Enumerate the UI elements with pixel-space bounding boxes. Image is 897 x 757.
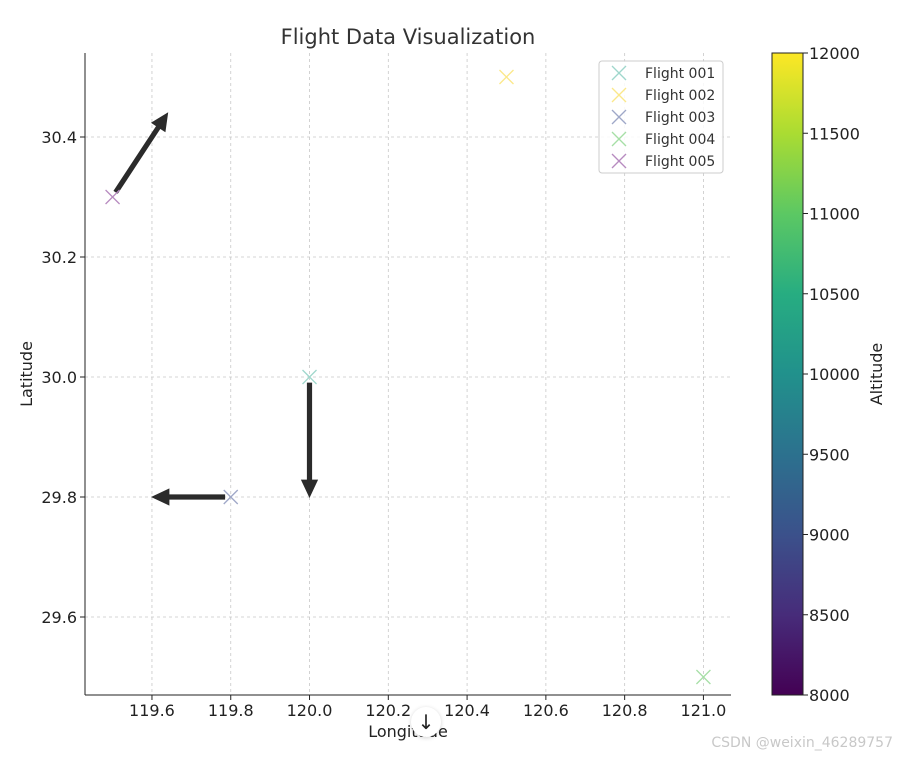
data-point-stroke bbox=[499, 69, 514, 85]
legend-marker bbox=[611, 109, 627, 125]
colorbar-tick-label: 11000 bbox=[809, 205, 860, 224]
legend-label: Flight 004 bbox=[645, 132, 715, 148]
x-tick-label: 120.4 bbox=[444, 701, 490, 720]
colorbar-gradient bbox=[771, 52, 804, 696]
colorbar-tick-label: 8500 bbox=[809, 606, 850, 625]
data-point bbox=[499, 69, 514, 85]
colorbar-tick-label: 9500 bbox=[809, 445, 850, 464]
legend-label: Flight 005 bbox=[645, 154, 715, 170]
y-tick-label: 29.8 bbox=[41, 488, 77, 507]
data-point bbox=[302, 369, 317, 385]
data-point bbox=[223, 489, 239, 505]
y-axis-label: Latitude bbox=[17, 341, 36, 407]
y-tick-label: 30.2 bbox=[41, 248, 77, 267]
x-tick-label: 120.2 bbox=[365, 701, 411, 720]
colorbar-tick-label: 8000 bbox=[809, 686, 850, 705]
data-point bbox=[695, 669, 711, 685]
watermark: CSDN @weixin_46289757 bbox=[711, 735, 893, 751]
colorbar-label: Altitude bbox=[867, 343, 886, 406]
legend: Flight 001 Flight 002 Flight 003 Flight 004… bbox=[598, 60, 724, 174]
x-tick-label: 120.0 bbox=[287, 701, 333, 720]
colorbar-tick-label: 12000 bbox=[809, 44, 860, 63]
y-tick-label: 29.6 bbox=[41, 608, 77, 627]
x-tick-label: 119.6 bbox=[129, 701, 175, 720]
legend-marker bbox=[611, 131, 627, 147]
y-tick-label: 30.4 bbox=[41, 128, 77, 147]
colorbar: 8000 8500 9000 9500 10000 10500 11000 11500 1200… bbox=[771, 44, 860, 705]
chart-title: Flight Data Visualization bbox=[281, 25, 536, 49]
colorbar-tick-label: 10500 bbox=[809, 285, 860, 304]
heading-arrow bbox=[113, 112, 169, 194]
data-point-stroke bbox=[695, 669, 711, 685]
legend-label: Flight 003 bbox=[645, 110, 715, 126]
x-tick-label: 120.6 bbox=[523, 701, 569, 720]
heading-arrow bbox=[151, 488, 226, 506]
data-point bbox=[105, 189, 121, 205]
legend-label: Flight 002 bbox=[645, 88, 715, 104]
x-tick-label: 119.8 bbox=[208, 701, 254, 720]
colorbar-tick-label: 10000 bbox=[809, 365, 860, 384]
legend-marker bbox=[611, 153, 627, 169]
legend-marker bbox=[611, 87, 627, 103]
data-point-stroke bbox=[302, 369, 317, 385]
legend-box bbox=[598, 60, 724, 174]
x-tick-label: 120.8 bbox=[602, 701, 648, 720]
x-tick-label: 121.0 bbox=[681, 701, 727, 720]
colorbar-tick-label: 11500 bbox=[809, 124, 860, 143]
legend-label: Flight 001 bbox=[645, 66, 715, 82]
heading-arrow bbox=[300, 382, 319, 498]
data-point-stroke bbox=[223, 489, 239, 505]
plot-area: 119.6 119.8 120.0 120.2 120.4 120.6 120.8 121.0… bbox=[41, 53, 731, 720]
scroll-down-button[interactable]: ↓ bbox=[411, 707, 441, 737]
y-tick-label: 30.0 bbox=[41, 368, 77, 387]
arrow-down-icon: ↓ bbox=[417, 710, 435, 734]
data-point-stroke bbox=[105, 189, 121, 205]
colorbar-tick-label: 9000 bbox=[809, 526, 850, 545]
legend-marker bbox=[611, 65, 627, 81]
